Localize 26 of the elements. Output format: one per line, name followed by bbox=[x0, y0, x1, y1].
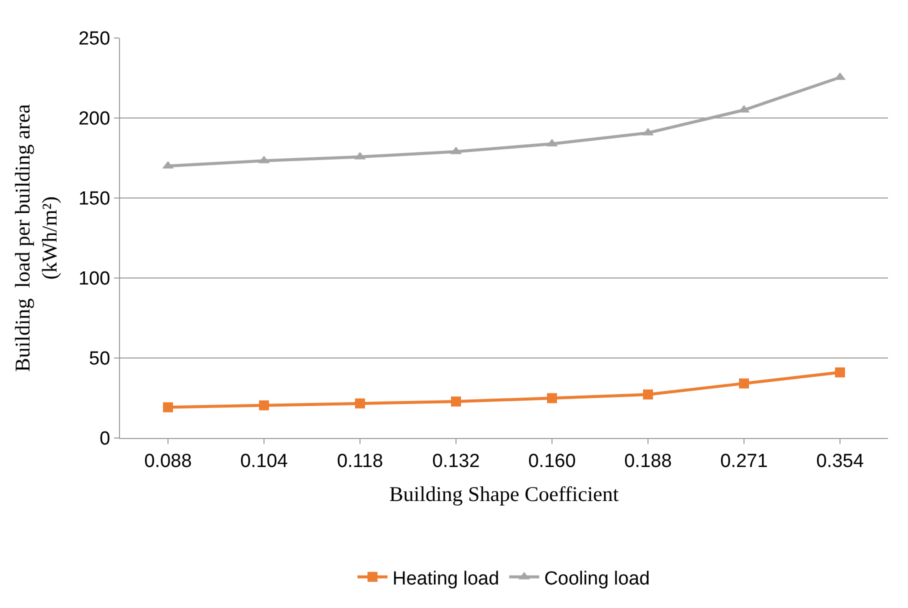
y-tick-label: 150 bbox=[78, 188, 110, 210]
legend-label: Cooling load bbox=[544, 568, 650, 590]
x-tick-label: 0.104 bbox=[240, 450, 288, 472]
x-tick-label: 0.271 bbox=[720, 450, 768, 472]
point bbox=[643, 389, 653, 400]
x-tick-label: 0.118 bbox=[336, 450, 384, 472]
point bbox=[739, 378, 749, 388]
y-tick-label: 200 bbox=[78, 108, 110, 130]
point bbox=[835, 367, 845, 378]
point bbox=[259, 400, 269, 410]
y-tick-label: 100 bbox=[78, 268, 110, 290]
legend-label: Heating load bbox=[392, 568, 500, 590]
point bbox=[547, 393, 557, 404]
x-tick-label: 0.354 bbox=[816, 450, 864, 472]
y-tick-label: 50 bbox=[89, 348, 110, 370]
x-tick-label: 0.088 bbox=[144, 450, 192, 472]
x-tick-label: 0.132 bbox=[432, 450, 480, 472]
point bbox=[355, 398, 365, 408]
x-axis-title: Building Shape Coefficient bbox=[389, 482, 619, 506]
y-tick-label: 250 bbox=[78, 28, 110, 50]
point bbox=[451, 396, 461, 407]
point bbox=[163, 402, 173, 412]
x-tick-label: 0.188 bbox=[624, 450, 672, 472]
y-axis-title: Building load per building area (kWh/m²) bbox=[10, 103, 62, 372]
x-tick-label: 0.160 bbox=[528, 450, 576, 472]
y-tick-label: 0 bbox=[100, 428, 110, 450]
